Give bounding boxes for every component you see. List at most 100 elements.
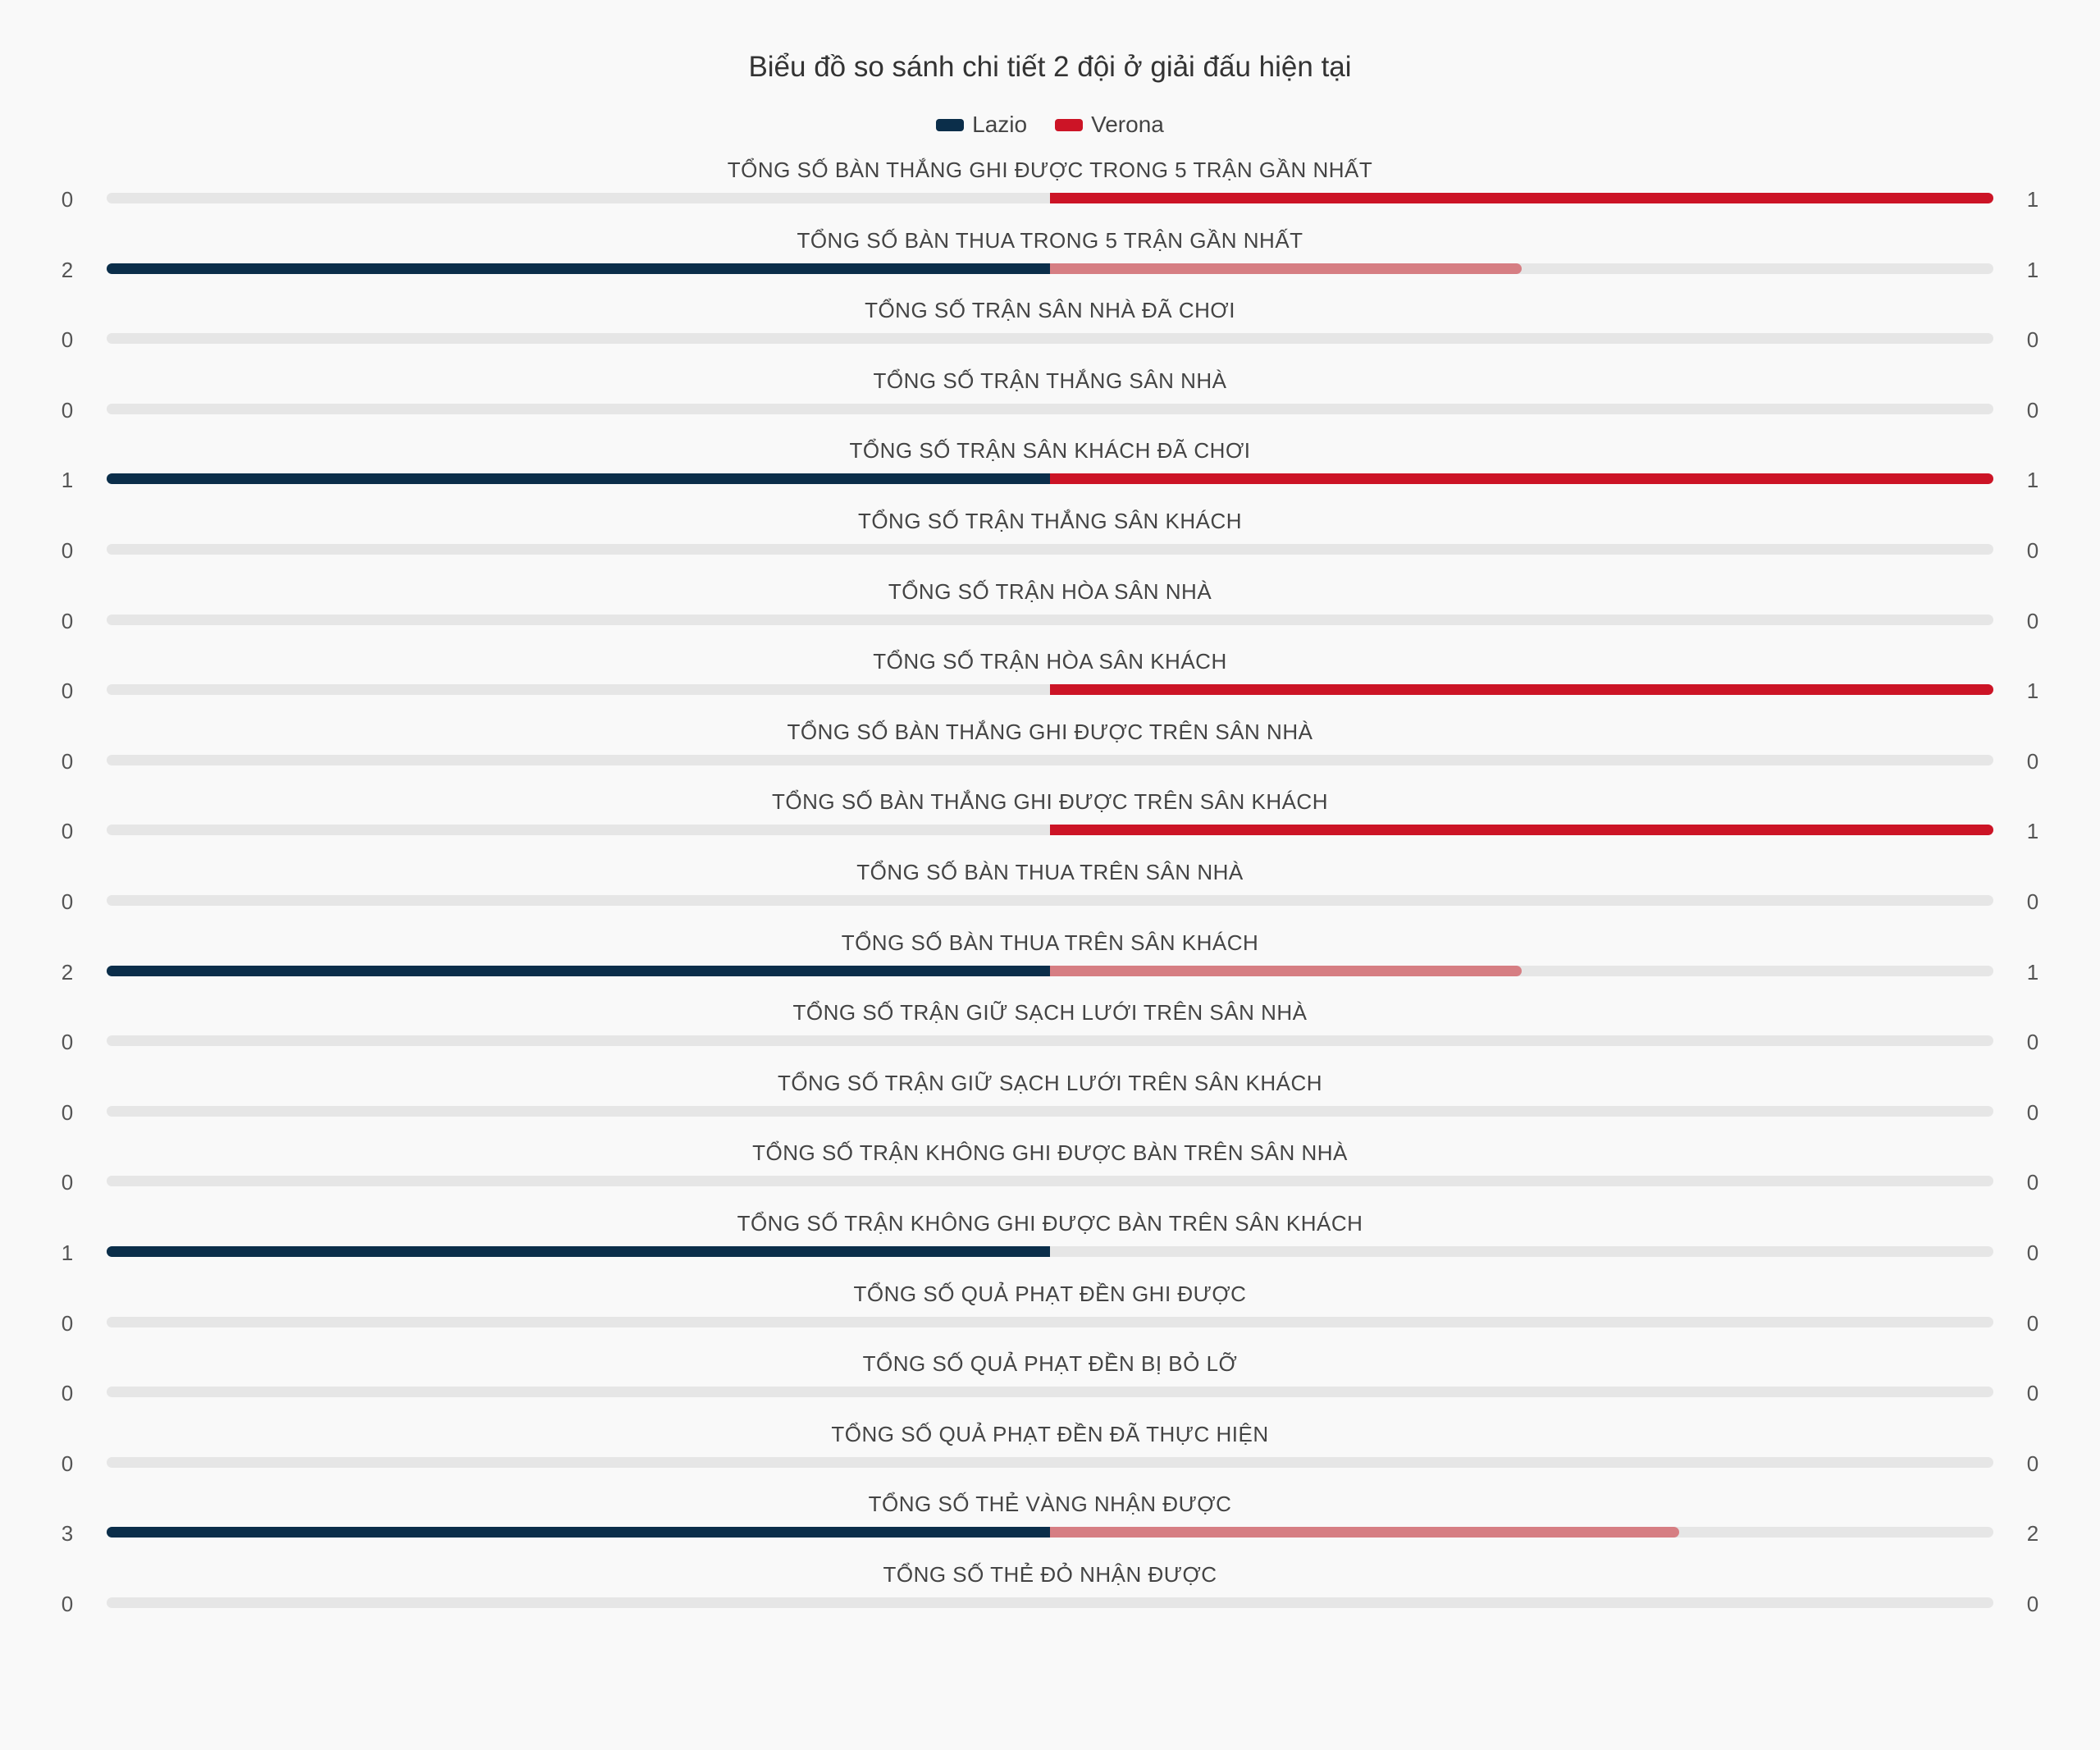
- lazio-value: 1: [61, 1241, 74, 1265]
- lazio-bar[interactable]: [107, 965, 1050, 976]
- stat-row: TỔNG SỐ TRẬN KHÔNG GHI ĐƯỢC BÀN TRÊN SÂN…: [0, 1211, 2100, 1282]
- verona-bar[interactable]: [1050, 825, 1993, 836]
- stat-row: TỔNG SỐ BÀN THUA TRONG 5 TRẬN GẦN NHẤT 2 1: [0, 228, 2100, 299]
- stat-label: TỔNG SỐ TRẬN HÒA SÂN NHÀ: [888, 578, 1212, 604]
- legend-item-verona[interactable]: Verona: [1055, 112, 1164, 138]
- lazio-value: 2: [61, 257, 74, 282]
- lazio-bar[interactable]: [107, 263, 1050, 274]
- stat-label: TỔNG SỐ TRẬN KHÔNG GHI ĐƯỢC BÀN TRÊN SÂN…: [752, 1140, 1348, 1166]
- stat-label: TỔNG SỐ TRẬN THẮNG SÂN NHÀ: [873, 368, 1227, 393]
- stat-row: TỔNG SỐ THẺ ĐỎ NHẬN ĐƯỢC 0 0: [0, 1562, 2100, 1633]
- verona-bar[interactable]: [1050, 965, 1522, 976]
- verona-bar[interactable]: [1050, 473, 1993, 485]
- stat-label: TỔNG SỐ BÀN THẮNG GHI ĐƯỢC TRÊN SÂN NHÀ: [787, 719, 1313, 744]
- stat-label: TỔNG SỐ QUẢ PHẠT ĐỀN BỊ BỎ LỠ: [862, 1351, 1238, 1377]
- lazio-value: 0: [61, 889, 74, 914]
- stat-track: [107, 965, 1993, 976]
- stat-row: TỔNG SỐ BÀN THẮNG GHI ĐƯỢC TRÊN SÂN KHÁC…: [0, 789, 2100, 860]
- verona-value: 0: [2026, 327, 2039, 353]
- stat-track: [107, 1597, 1993, 1608]
- stat-label: TỔNG SỐ BÀN THUA TRÊN SÂN NHÀ: [856, 860, 1244, 884]
- lazio-value: 0: [61, 608, 74, 633]
- stat-track: [107, 1035, 1993, 1047]
- verona-value: 0: [2026, 1451, 2039, 1476]
- lazio-bar[interactable]: [107, 473, 1050, 485]
- lazio-value: 0: [61, 1592, 74, 1616]
- verona-bar[interactable]: [1050, 193, 1993, 203]
- chart-legend: Lazio Verona: [0, 112, 2100, 138]
- stat-track: [107, 1176, 1993, 1187]
- lazio-value: 1: [61, 468, 74, 493]
- stat-row: TỔNG SỐ TRẬN GIỮ SẠCH LƯỚI TRÊN SÂN KHÁC…: [0, 1071, 2100, 1141]
- stat-label: TỔNG SỐ BÀN THẮNG GHI ĐƯỢC TRONG 5 TRẬN …: [727, 158, 1373, 182]
- lazio-value: 0: [61, 538, 74, 563]
- stat-track: [107, 754, 1993, 765]
- stat-track: [107, 684, 1993, 696]
- legend-label-lazio: Lazio: [972, 112, 1028, 137]
- legend-item-lazio[interactable]: Lazio: [936, 112, 1027, 138]
- verona-value: 1: [2026, 679, 2039, 704]
- stat-track: [107, 614, 1993, 625]
- stat-track: [107, 895, 1993, 906]
- verona-value: 0: [2026, 1170, 2039, 1195]
- verona-value: 2: [2026, 1521, 2039, 1547]
- stat-label: TỔNG SỐ TRẬN KHÔNG GHI ĐƯỢC BÀN TRÊN SÂN…: [737, 1211, 1363, 1236]
- stat-track: [107, 333, 1993, 345]
- verona-value: 0: [2026, 748, 2039, 774]
- verona-value: 1: [2026, 257, 2039, 282]
- legend-swatch-verona: [1055, 118, 1084, 131]
- stat-row: TỔNG SỐ TRẬN THẮNG SÂN KHÁCH 0 0: [0, 509, 2100, 579]
- lazio-bar[interactable]: [107, 1246, 1050, 1257]
- verona-value: 0: [2026, 1310, 2039, 1336]
- legend-swatch-lazio: [936, 118, 965, 131]
- verona-value: 0: [2026, 397, 2039, 423]
- stat-label: TỔNG SỐ TRẬN SÂN NHÀ ĐÃ CHƠI: [865, 298, 1235, 323]
- stat-label: TỔNG SỐ TRẬN HÒA SÂN KHÁCH: [873, 649, 1227, 674]
- verona-bar[interactable]: [1050, 684, 1993, 696]
- verona-value: 0: [2026, 1592, 2039, 1616]
- stat-label: TỔNG SỐ TRẬN GIỮ SẠCH LƯỚI TRÊN SÂN KHÁC…: [777, 1070, 1323, 1095]
- lazio-value: 0: [61, 1310, 74, 1336]
- stat-track: [107, 1246, 1993, 1257]
- stat-track: [107, 1316, 1993, 1327]
- stat-row: TỔNG SỐ TRẬN SÂN NHÀ ĐÃ CHƠI 0 0: [0, 298, 2100, 368]
- stat-row: TỔNG SỐ TRẬN SÂN KHÁCH ĐÃ CHƠI 1 1: [0, 438, 2100, 509]
- lazio-value: 0: [61, 397, 74, 423]
- stat-row: TỔNG SỐ TRẬN THẮNG SÂN NHÀ 0 0: [0, 368, 2100, 439]
- stat-track: [107, 473, 1993, 485]
- stat-label: TỔNG SỐ QUẢ PHẠT ĐỀN ĐÃ THỰC HIỆN: [831, 1421, 1269, 1446]
- stat-label: TỔNG SỐ THẺ VÀNG NHẬN ĐƯỢC: [868, 1492, 1232, 1517]
- stat-row: TỔNG SỐ BÀN THUA TRÊN SÂN KHÁCH 2 1: [0, 930, 2100, 1001]
- stat-track: [107, 1105, 1993, 1117]
- lazio-value: 0: [61, 1381, 74, 1406]
- lazio-value: 0: [61, 748, 74, 774]
- stat-track: [107, 825, 1993, 836]
- stat-row: TỔNG SỐ QUẢ PHẠT ĐỀN ĐÃ THỰC HIỆN 0 0: [0, 1422, 2100, 1492]
- stat-track: [107, 1387, 1993, 1398]
- lazio-bar[interactable]: [107, 1527, 1050, 1538]
- verona-value: 0: [2026, 1099, 2039, 1125]
- stat-label: TỔNG SỐ BÀN THẮNG GHI ĐƯỢC TRÊN SÂN KHÁC…: [771, 789, 1328, 815]
- verona-value: 0: [2026, 538, 2039, 563]
- verona-value: 1: [2026, 959, 2039, 985]
- stat-label: TỔNG SỐ TRẬN SÂN KHÁCH ĐÃ CHƠI: [849, 438, 1251, 464]
- lazio-value: 0: [61, 819, 74, 844]
- stat-track: [107, 193, 1993, 203]
- stat-label: TỔNG SỐ QUẢ PHẠT ĐỀN GHI ĐƯỢC: [853, 1281, 1247, 1306]
- stat-track: [107, 1527, 1993, 1538]
- lazio-value: 0: [61, 1451, 74, 1476]
- stat-track: [107, 263, 1993, 274]
- verona-value: 1: [2026, 187, 2039, 212]
- stat-row: TỔNG SỐ QUẢ PHẠT ĐỀN BỊ BỎ LỠ 0 0: [0, 1351, 2100, 1422]
- verona-bar[interactable]: [1050, 263, 1522, 274]
- verona-bar[interactable]: [1050, 1527, 1679, 1538]
- stat-label: TỔNG SỐ TRẬN GIỮ SẠCH LƯỚI TRÊN SÂN NHÀ: [792, 1000, 1308, 1026]
- verona-value: 0: [2026, 1381, 2039, 1406]
- verona-value: 1: [2026, 468, 2039, 493]
- verona-value: 0: [2026, 1030, 2039, 1055]
- lazio-value: 0: [61, 679, 74, 704]
- stat-row: TỔNG SỐ TRẬN KHÔNG GHI ĐƯỢC BÀN TRÊN SÂN…: [0, 1140, 2100, 1211]
- verona-value: 1: [2026, 819, 2039, 844]
